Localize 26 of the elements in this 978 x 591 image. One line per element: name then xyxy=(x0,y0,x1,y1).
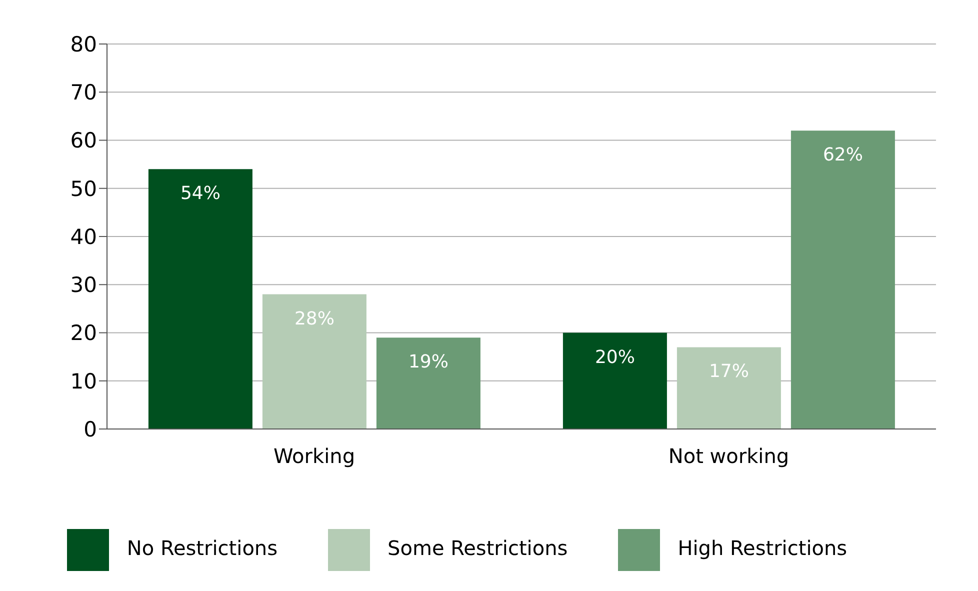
y-tick-label: 20 xyxy=(70,321,97,346)
y-tick-label: 10 xyxy=(70,369,97,394)
data-label: 28% xyxy=(294,308,334,330)
legend-label: High Restrictions xyxy=(678,536,848,560)
bar xyxy=(262,294,366,429)
data-label: 62% xyxy=(822,144,863,166)
data-label: 17% xyxy=(708,361,749,382)
data-label: 19% xyxy=(408,352,448,373)
bar xyxy=(562,332,667,429)
y-tick-label: 30 xyxy=(70,273,97,298)
legend-label: Some Restrictions xyxy=(388,536,568,560)
bar xyxy=(148,169,252,429)
x-tick-label: Not working xyxy=(668,444,790,468)
x-tick-label: Working xyxy=(273,444,356,468)
bar xyxy=(376,338,480,429)
y-tick-label: 50 xyxy=(70,176,97,201)
y-tick-label: 60 xyxy=(70,128,97,153)
data-label: 20% xyxy=(594,346,635,368)
y-tick-label: 80 xyxy=(70,32,97,56)
y-tick-label: 40 xyxy=(70,224,97,249)
y-tick-label: 70 xyxy=(70,80,97,105)
bar xyxy=(676,347,781,429)
y-tick-label: 0 xyxy=(84,417,97,442)
bar xyxy=(790,130,895,429)
legend-label: No Restrictions xyxy=(126,536,278,560)
data-label: 54% xyxy=(180,183,220,204)
